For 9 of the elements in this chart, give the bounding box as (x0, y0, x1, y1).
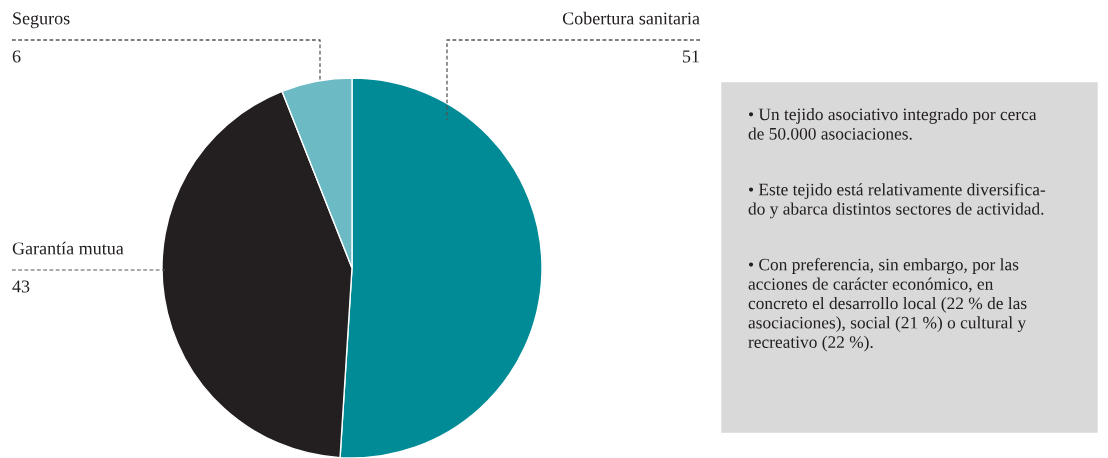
slice-label: Seguros (13, 12, 70, 29)
text: • Un tejido asociativo integrado por cerca de 50.000 asociaciones. (748, 108, 1037, 140)
slice-label: Garantía mutua (12, 241, 124, 255)
data-label: 6 (12, 50, 21, 63)
slice-label: Cobertura sanitaria (562, 11, 700, 25)
text: • Con preferencia, sin embargo, por las acciones de carácter económico, en concreto el desarrollo local (22 % de las asociaciones), social (21 %) o cultural y recreativo (22 %). (748, 258, 1027, 352)
data-label: 51 (682, 50, 699, 63)
data-label: 43 (12, 280, 30, 293)
text: • Este tejido está relativamente diversifica- do y abarca distintos sectores de actividad. (748, 183, 1046, 219)
